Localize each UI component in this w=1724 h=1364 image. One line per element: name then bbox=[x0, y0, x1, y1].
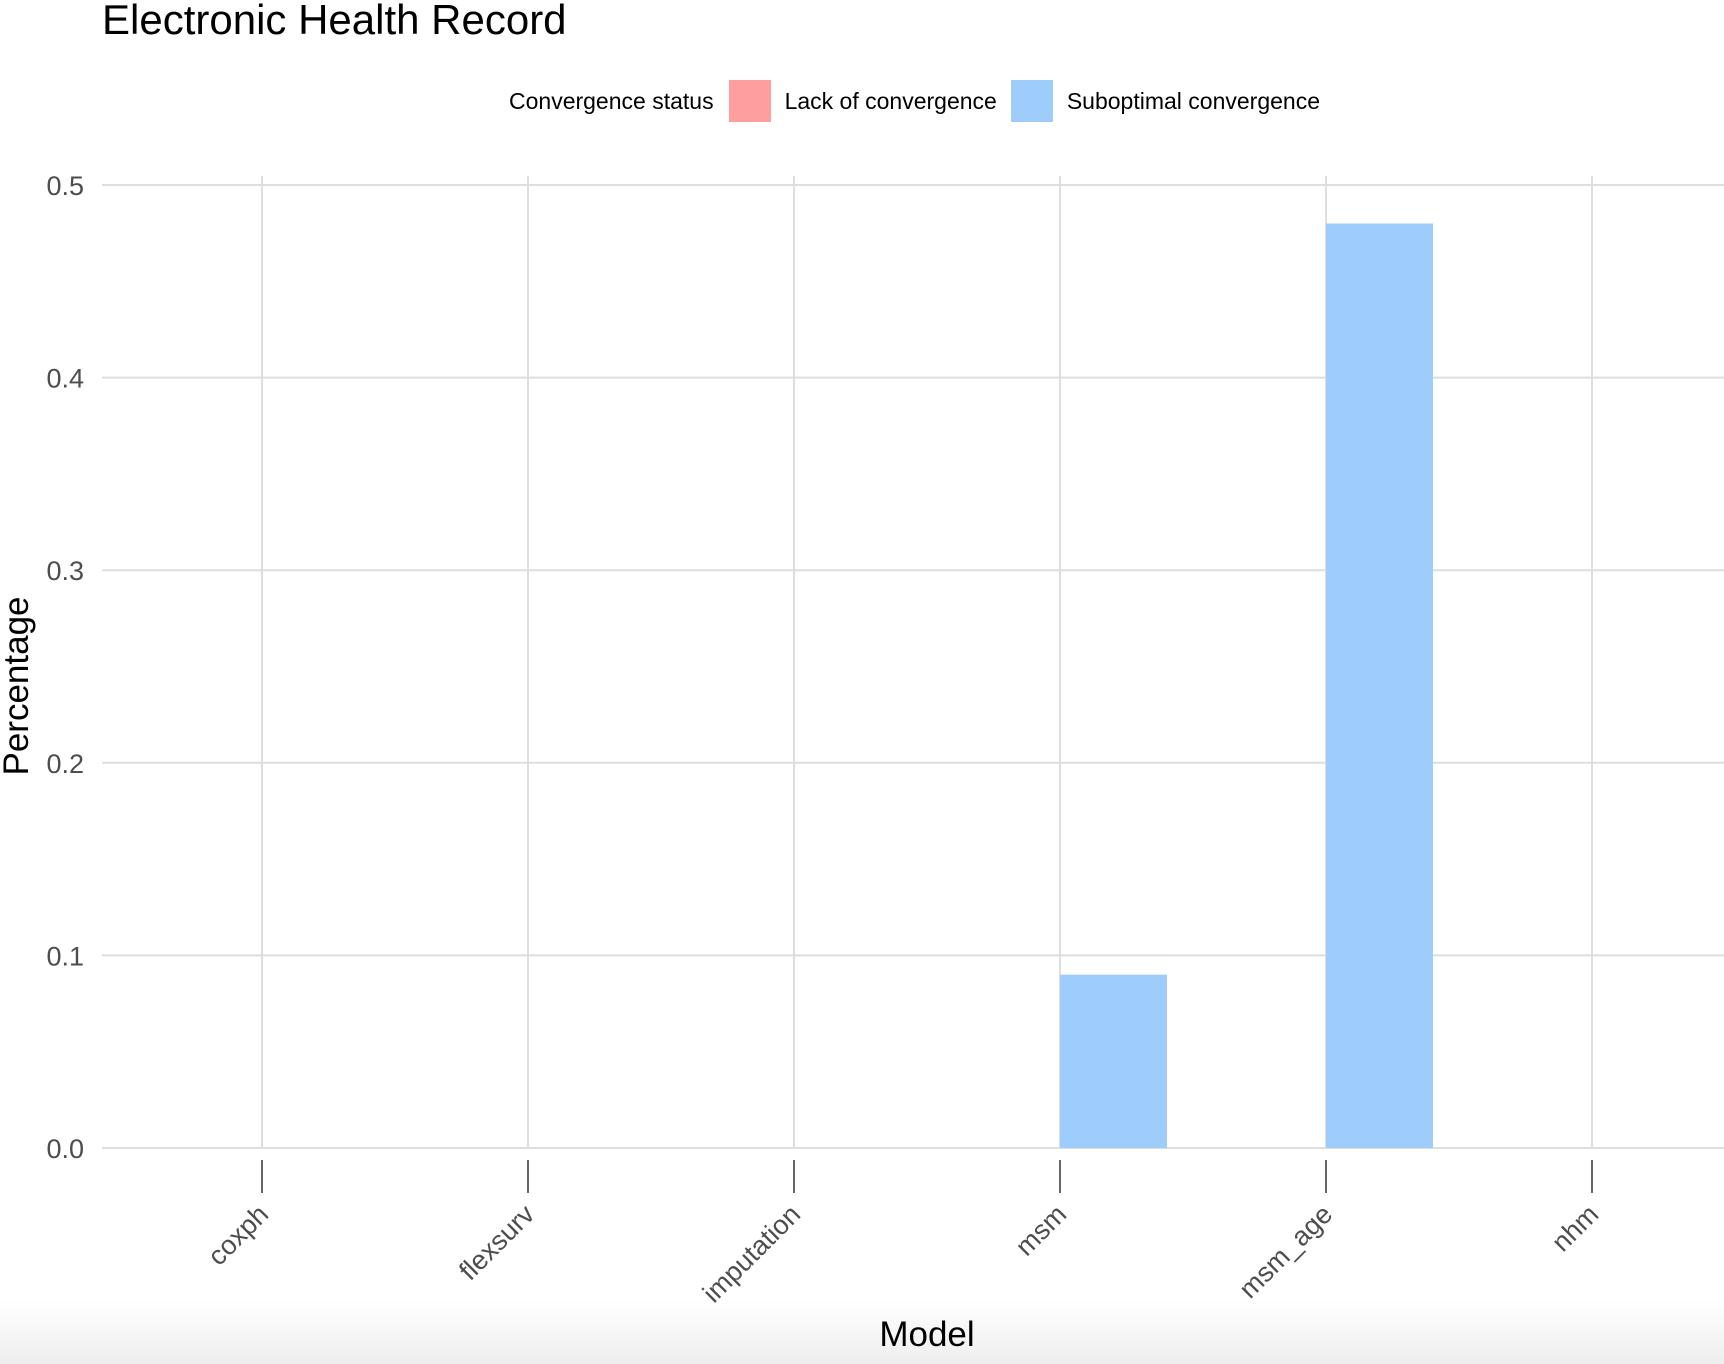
x-tick-label: msm bbox=[1010, 1199, 1073, 1262]
x-tick-label: coxph bbox=[202, 1199, 274, 1271]
legend-swatch-lack-of-convergence bbox=[728, 80, 771, 122]
legend-label-lack-of-convergence: Lack of convergence bbox=[784, 87, 997, 114]
chart-title: Electronic Health Record bbox=[102, 0, 567, 43]
bar-msm_age-suboptimal bbox=[1326, 223, 1433, 1148]
y-tick-label: 0.3 bbox=[46, 556, 84, 586]
y-axis-title: Percentage bbox=[0, 596, 36, 775]
y-tick-label: 0.5 bbox=[46, 171, 84, 201]
x-tick-label: flexsurv bbox=[453, 1199, 540, 1286]
y-tick-label: 0.4 bbox=[46, 364, 84, 394]
y-tick-label: 0.2 bbox=[46, 749, 84, 779]
legend: Convergence status Lack of convergence S… bbox=[509, 80, 1334, 122]
x-tick-label: msm_age bbox=[1233, 1199, 1338, 1304]
legend-swatch-suboptimal-convergence bbox=[1010, 80, 1053, 122]
legend-title: Convergence status bbox=[509, 87, 714, 114]
legend-label-suboptimal-convergence: Suboptimal convergence bbox=[1066, 87, 1320, 114]
x-tick-label: imputation bbox=[697, 1199, 806, 1308]
y-tick-label: 0.0 bbox=[46, 1134, 84, 1164]
x-axis-title: Model bbox=[879, 1315, 974, 1354]
bar-msm-suboptimal bbox=[1060, 974, 1167, 1148]
y-tick-label: 0.1 bbox=[46, 941, 84, 971]
x-tick-label: nhm bbox=[1546, 1199, 1604, 1257]
